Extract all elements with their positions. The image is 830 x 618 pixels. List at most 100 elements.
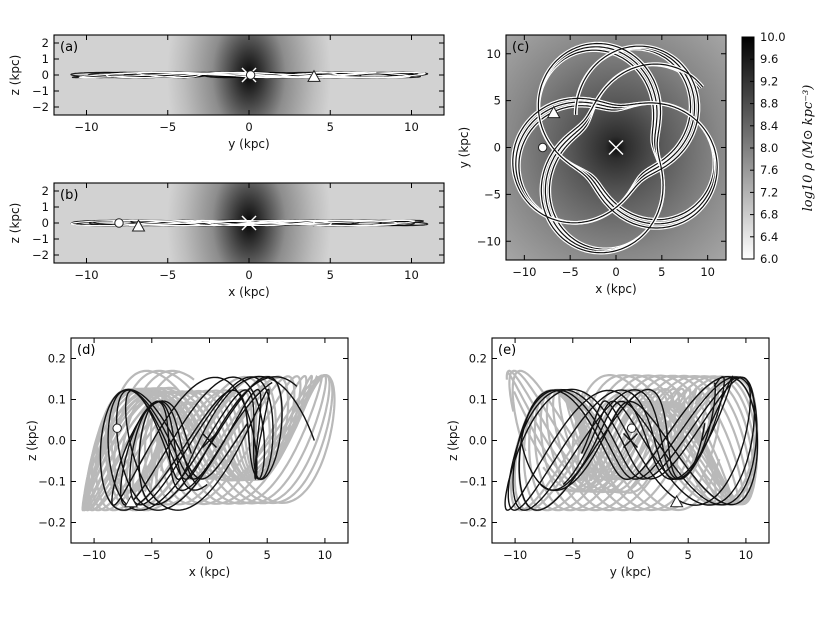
y-axis-label: z (kpc) [446, 420, 460, 461]
y-tick-label: 1 [42, 200, 49, 214]
colorbar-tick-label: 6.4 [760, 230, 778, 244]
x-tick-label: −5 [159, 120, 176, 134]
panel-d: −10 −5 0 5 10 −0.2 −0.1 0.0 0.1 0.2 x (kpc) z (kpc)… [25, 337, 349, 579]
orbit-group [81, 369, 336, 512]
x-tick-label: 10 [700, 265, 715, 279]
y-tick-label: 0 [42, 216, 49, 230]
x-axis-label: x (kpc) [595, 282, 636, 296]
y-axis-label: y (kpc) [457, 127, 471, 168]
y-tick-label: 5 [494, 94, 501, 108]
y-tick-label: 1 [42, 52, 49, 66]
start-circle-marker [114, 218, 124, 228]
x-tick-label: 0 [245, 120, 252, 134]
x-tick-label: −5 [143, 548, 160, 562]
colorbar-tick-label: 6.0 [760, 252, 778, 266]
colorbar-tick-label: 9.2 [760, 74, 778, 88]
y-axis-label: z (kpc) [8, 203, 22, 244]
x-tick-label: −10 [74, 120, 98, 134]
y-tick-label: −5 [484, 187, 501, 201]
orbit-black [507, 376, 756, 511]
start-circle-marker [245, 70, 256, 80]
orbit-gray [513, 374, 740, 512]
x-tick-label: −10 [82, 548, 106, 562]
x-axis-label: y (kpc) [610, 565, 651, 579]
axes-frame [491, 337, 770, 544]
orbit-black [99, 376, 283, 511]
x-tick-label: 5 [658, 265, 665, 279]
center-cross-b [622, 432, 639, 449]
start-circle-marker [112, 423, 122, 433]
axes-frame [70, 337, 349, 544]
y-tick-label: −1 [32, 232, 49, 246]
colorbar-tick-label: 9.6 [760, 52, 778, 66]
start-circle-marker [537, 142, 548, 153]
y-tick-label: 2 [42, 36, 49, 50]
end-triangle-marker [546, 105, 561, 119]
x-tick-label: 10 [404, 120, 419, 134]
x-axis-label: x (kpc) [189, 565, 230, 579]
orbit-trace [78, 71, 426, 79]
y-tick-label: −2 [32, 100, 49, 114]
colorbar-tick-label: 8.8 [760, 97, 778, 111]
orbit-gray [87, 369, 336, 512]
x-tick-label: −5 [159, 268, 176, 282]
x-tick-label: −10 [74, 268, 98, 282]
start-circle-marker [626, 423, 637, 433]
x-tick-label: 0 [245, 268, 252, 282]
y-tick-label: 2 [42, 184, 49, 198]
colorbar-label: log10 ρ (M⊙ kpc⁻³) [801, 85, 816, 212]
y-tick-label: 0.1 [469, 393, 487, 407]
orbit-gray [522, 375, 758, 512]
orbit-trace [512, 42, 718, 254]
y-tick-label: 0.2 [469, 352, 487, 366]
x-axis-label: x (kpc) [228, 285, 269, 299]
panel-e: −10 −5 0 5 10 −0.2 −0.1 0.0 0.1 0.2 y (kpc) z (kpc)… [446, 337, 770, 579]
y-tick-label: −0.2 [38, 516, 66, 530]
y-tick-label: −0.1 [459, 475, 487, 489]
y-tick-label: 0 [494, 141, 501, 155]
end-triangle-marker [669, 494, 684, 508]
x-tick-label: 0 [206, 548, 213, 562]
orbit-black [512, 376, 758, 511]
y-axis-label: z (kpc) [8, 55, 22, 96]
x-tick-label: −5 [562, 265, 579, 279]
orbit-black [111, 375, 315, 511]
axes-frame [53, 182, 445, 264]
panel-label: (b) [60, 188, 78, 203]
y-tick-label: −10 [477, 234, 501, 248]
end-triangle-marker [131, 219, 146, 232]
x-tick-label: 0 [627, 548, 634, 562]
y-axis-label: z (kpc) [25, 420, 39, 461]
x-tick-label: 5 [685, 548, 692, 562]
center-cross-b [201, 432, 218, 449]
x-axis-label: y (kpc) [228, 137, 269, 151]
y-tick-label: 0.2 [48, 352, 66, 366]
colorbar: 10.0 9.6 9.2 8.8 8.4 8.0 7.6 7.2 6.8 6.4 6.0 log10 … [741, 30, 816, 266]
y-tick-label: −0.1 [38, 475, 66, 489]
axes-frame [505, 34, 727, 261]
panel-label: (c) [512, 40, 529, 55]
colorbar-tick-label: 7.6 [760, 163, 778, 177]
end-triangle-marker [124, 494, 138, 508]
y-tick-label: −0.2 [459, 516, 487, 530]
y-tick-label: 10 [486, 47, 501, 61]
colorbar-tick-label: 8.4 [760, 119, 778, 133]
colorbar-tick-label: 10.0 [760, 30, 786, 44]
x-tick-label: 5 [264, 548, 271, 562]
x-tick-label: 5 [327, 120, 334, 134]
y-tick-label: −2 [32, 248, 49, 262]
y-tick-label: 0.0 [469, 434, 487, 448]
x-tick-label: 5 [327, 268, 334, 282]
orbit-black [518, 376, 759, 511]
center-cross-b [241, 215, 257, 231]
center-cross-b [608, 139, 624, 156]
x-tick-label: 10 [739, 548, 754, 562]
orbit-black [107, 376, 274, 511]
x-tick-label: −10 [503, 548, 527, 562]
y-tick-label: −1 [32, 84, 49, 98]
orbit-group [504, 369, 759, 512]
panel-c: −10 −5 0 5 10 −10 −5 0 5 10 x (kpc) y (kpc) (c) [457, 34, 727, 296]
